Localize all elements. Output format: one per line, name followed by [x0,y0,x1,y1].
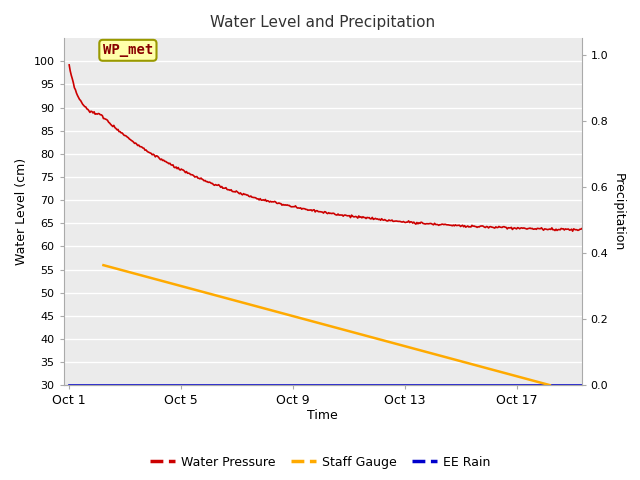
Legend: Water Pressure, Staff Gauge, EE Rain: Water Pressure, Staff Gauge, EE Rain [145,451,495,474]
Title: Water Level and Precipitation: Water Level and Precipitation [210,15,435,30]
Y-axis label: Precipitation: Precipitation [612,173,625,251]
Text: WP_met: WP_met [103,43,153,57]
X-axis label: Time: Time [307,409,338,422]
Y-axis label: Water Level (cm): Water Level (cm) [15,158,28,265]
